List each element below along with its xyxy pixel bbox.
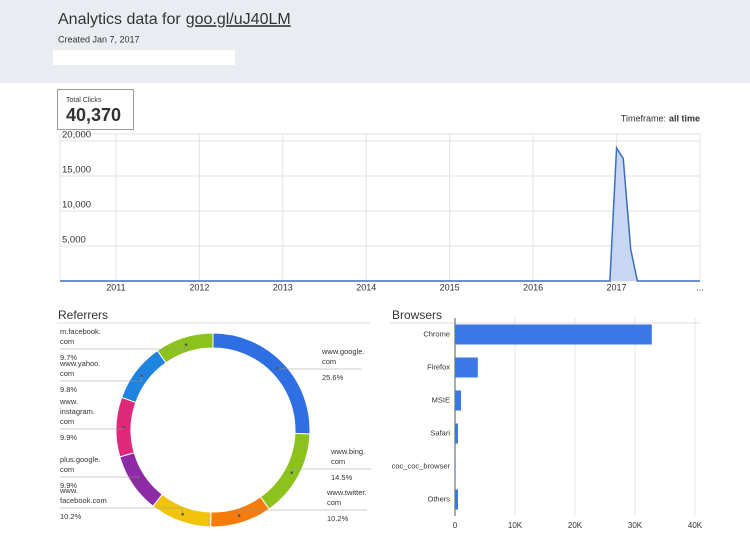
x-tick-label: 10K bbox=[508, 521, 523, 530]
created-date: Created Jan 7, 2017 bbox=[58, 34, 140, 44]
referrer-percent: 10.2% bbox=[327, 514, 349, 523]
leader-dot bbox=[184, 343, 188, 346]
referrer-name: www. bbox=[59, 486, 78, 495]
referrer-name: com bbox=[322, 357, 336, 366]
y-tick-label: coc_coc_browser bbox=[392, 461, 451, 470]
y-tick-label: 15,000 bbox=[62, 165, 91, 176]
bar bbox=[455, 357, 478, 378]
referrer-name: www.bing. bbox=[330, 447, 365, 456]
referrer-name: com bbox=[327, 498, 341, 507]
referrer-name: m.facebook. bbox=[60, 327, 101, 336]
referrer-percent: 9.8% bbox=[60, 385, 77, 394]
referrer-name: com bbox=[331, 457, 345, 466]
plot-frame bbox=[59, 133, 701, 282]
area-fill bbox=[60, 148, 700, 281]
referrer-name: instagram. bbox=[60, 407, 95, 416]
referrer-percent: 9.9% bbox=[60, 433, 77, 442]
bar bbox=[455, 423, 458, 444]
leader-line bbox=[60, 427, 124, 430]
y-tick-label: 5,000 bbox=[62, 235, 86, 246]
x-tick-label: 30K bbox=[628, 521, 643, 530]
leader-line bbox=[60, 344, 187, 350]
browsers-title: Browsers bbox=[392, 308, 442, 322]
referrer-name: www. bbox=[59, 397, 78, 406]
bar bbox=[455, 324, 652, 345]
donut-segment bbox=[210, 496, 270, 528]
leader-dot bbox=[137, 478, 141, 482]
y-tick-label: Firefox bbox=[427, 362, 450, 371]
x-tick-label: ... bbox=[696, 282, 704, 292]
header-band bbox=[0, 0, 750, 83]
referrer-name: facebook.com bbox=[60, 496, 107, 505]
y-tick-label: 20,000 bbox=[62, 130, 91, 141]
leader-line bbox=[60, 476, 140, 480]
timeframe-value[interactable]: all time bbox=[669, 113, 700, 123]
header-title: Analytics data for bbox=[58, 11, 181, 28]
referrer-percent: 14.5% bbox=[331, 473, 353, 482]
x-tick-label: 2012 bbox=[189, 282, 209, 292]
blank-field bbox=[53, 50, 235, 65]
referrer-name: com bbox=[60, 417, 74, 426]
donut-segment bbox=[152, 493, 212, 528]
referrer-name: www.twitter. bbox=[326, 488, 367, 497]
x-tick-label: 2014 bbox=[356, 282, 376, 292]
donut-segment bbox=[212, 332, 311, 435]
y-tick-label: 10,000 bbox=[62, 200, 91, 211]
bar bbox=[455, 456, 456, 477]
referrers-title: Referrers bbox=[58, 308, 108, 322]
total-clicks-value: 40,370 bbox=[66, 105, 121, 125]
x-tick-label: 2016 bbox=[523, 282, 543, 292]
y-tick-label: MSIE bbox=[432, 395, 450, 404]
x-tick-label: 40K bbox=[688, 521, 703, 530]
x-tick-label: 20K bbox=[568, 521, 583, 530]
y-tick-label: Chrome bbox=[423, 329, 450, 338]
header-link[interactable]: goo.gl/uJ40LM bbox=[186, 11, 291, 28]
donut-segment bbox=[259, 432, 311, 510]
leader-line bbox=[60, 375, 143, 382]
leader-line bbox=[238, 509, 367, 516]
y-tick-label: Safari bbox=[430, 428, 450, 437]
leader-dot bbox=[276, 366, 279, 370]
leader-dot bbox=[290, 471, 293, 475]
referrer-name: plus.google. bbox=[60, 455, 100, 464]
donut-segment bbox=[115, 396, 137, 458]
referrer-percent: 9.7% bbox=[60, 353, 77, 362]
referrer-name: www.yahoo. bbox=[59, 359, 100, 368]
area-line bbox=[60, 145, 700, 282]
leader-dot bbox=[122, 425, 125, 429]
timeframe-label: Timeframe: bbox=[621, 113, 666, 123]
referrer-percent: 9.9% bbox=[60, 481, 77, 490]
bar bbox=[455, 489, 458, 510]
donut-segment bbox=[156, 332, 214, 364]
donut-segment bbox=[119, 452, 163, 507]
bar bbox=[455, 390, 461, 411]
x-tick-label: 2011 bbox=[106, 282, 125, 292]
x-tick-label: 0 bbox=[453, 521, 458, 530]
leader-dot bbox=[181, 512, 184, 516]
x-tick-label: 2013 bbox=[273, 282, 293, 292]
referrer-name: com bbox=[60, 337, 74, 346]
donut-segment bbox=[121, 349, 167, 404]
y-tick-label: Others bbox=[427, 494, 450, 503]
referrer-name: com bbox=[60, 369, 74, 378]
leader-dot bbox=[237, 514, 241, 517]
referrer-name: www.google. bbox=[321, 347, 365, 356]
leader-dot bbox=[140, 374, 144, 378]
total-clicks-box bbox=[57, 89, 134, 130]
referrer-name: com bbox=[60, 465, 74, 474]
leader-line bbox=[277, 368, 362, 370]
x-tick-label: 2017 bbox=[607, 282, 627, 292]
total-clicks-label: Total Clicks bbox=[66, 97, 102, 104]
referrer-percent: 25.6% bbox=[322, 373, 344, 382]
leader-line bbox=[60, 507, 183, 515]
x-tick-label: 2015 bbox=[440, 282, 460, 292]
referrer-percent: 10.2% bbox=[60, 512, 82, 521]
